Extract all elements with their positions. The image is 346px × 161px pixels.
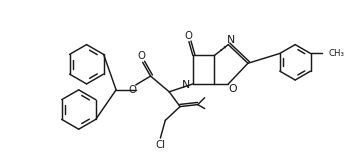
Text: CH₃: CH₃ <box>328 49 344 58</box>
Text: O: O <box>138 51 146 61</box>
Text: Cl: Cl <box>155 140 165 150</box>
Text: N: N <box>182 80 190 90</box>
Text: O: O <box>129 85 137 95</box>
Text: O: O <box>184 31 192 41</box>
Text: N: N <box>227 35 235 45</box>
Text: O: O <box>229 84 237 94</box>
